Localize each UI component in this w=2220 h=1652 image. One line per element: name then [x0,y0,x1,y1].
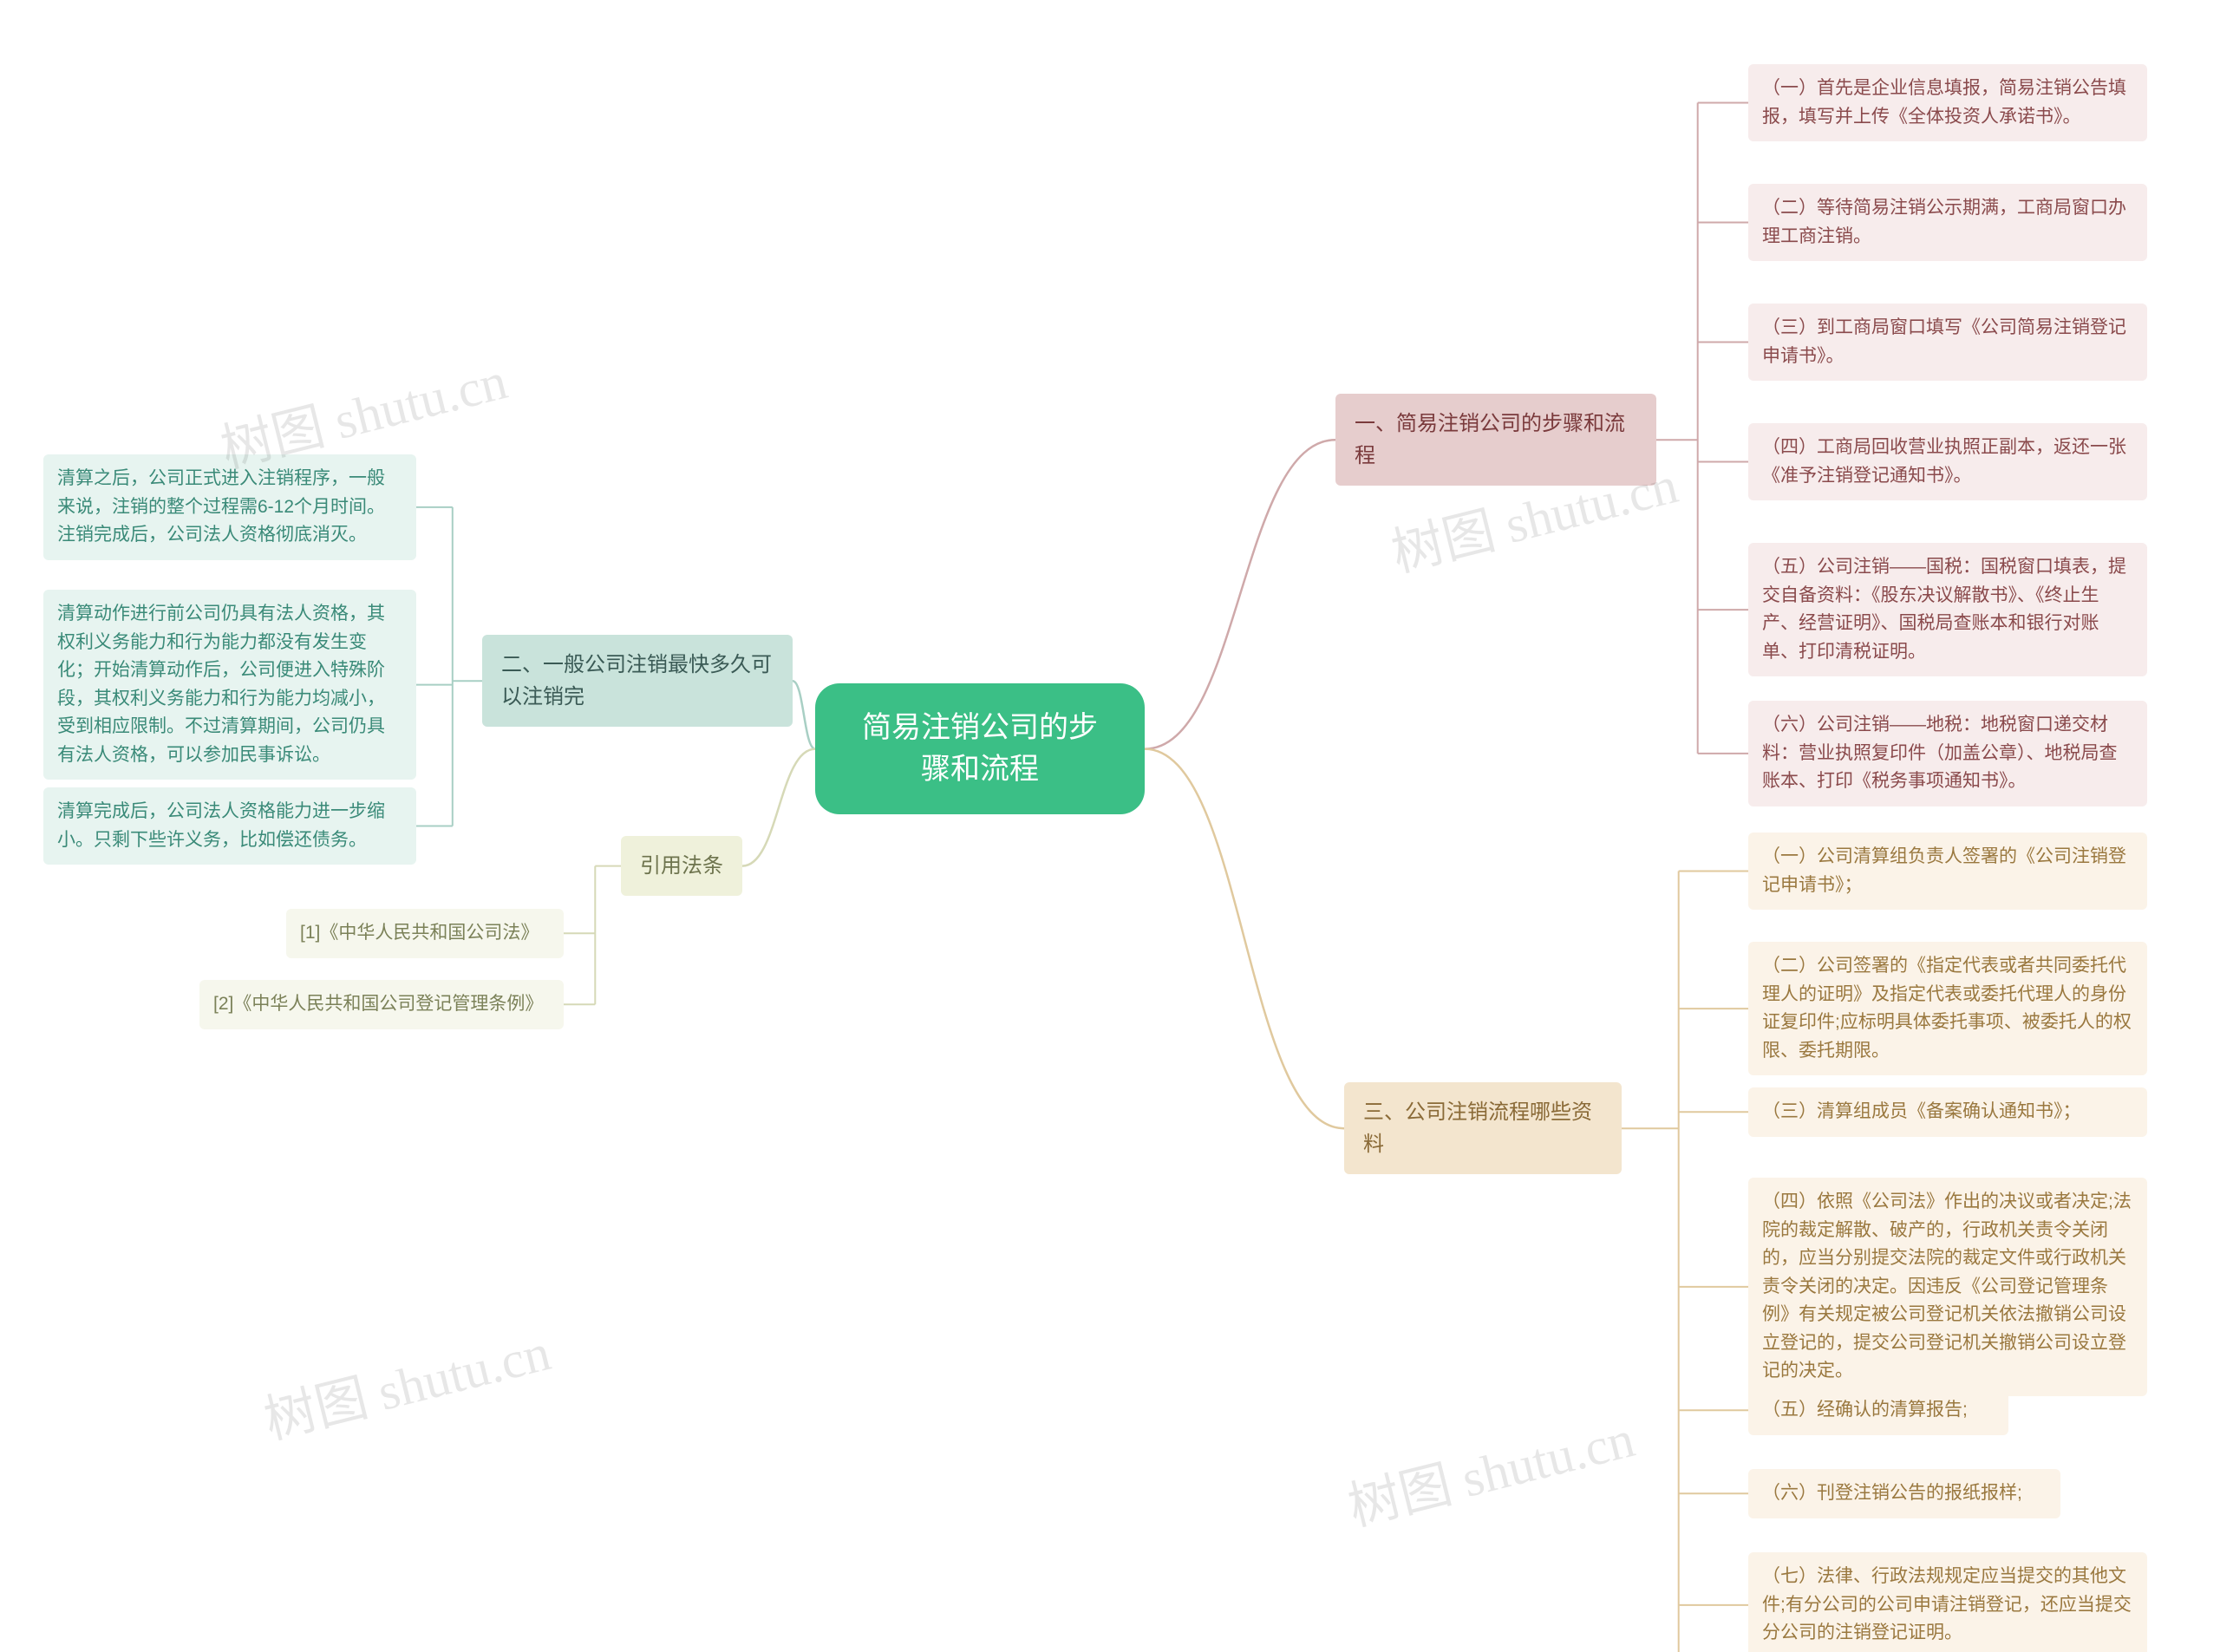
mindmap-canvas: 简易注销公司的步骤和流程 一、简易注销公司的步骤和流程 二、一般公司注销最快多久… [0,0,2220,1652]
leaf-b3-4: （五）经确认的清算报告; [1748,1386,2008,1435]
leaf-b1-0: （一）首先是企业信息填报，简易注销公告填报，填写并上传《全体投资人承诺书》。 [1748,64,2147,141]
leaf-b2-1: 清算动作进行前公司仍具有法人资格，其权利义务能力和行为能力都没有发生变化；开始清… [43,590,416,780]
branch-2: 二、一般公司注销最快多久可以注销完 [482,635,793,727]
leaf-b4-0: [1]《中华人民共和国公司法》 [286,909,564,958]
leaf-b1-1: （二）等待简易注销公示期满，工商局窗口办理工商注销。 [1748,184,2147,261]
leaf-b3-2: （三）清算组成员《备案确认通知书》； [1748,1087,2147,1137]
branch-4-label: 引用法条 [640,854,723,878]
leaf-b1-4: （五）公司注销——国税：国税窗口填表，提交自备资料：《股东决议解散书》、《终止生… [1748,543,2147,676]
leaf-b1-3: （四）工商局回收营业执照正副本，返还一张《准予注销登记通知书》。 [1748,423,2147,500]
branch-3-label: 三、公司注销流程哪些资料 [1363,1100,1592,1156]
leaf-b3-5: （六）刊登注销公告的报纸报样; [1748,1469,2060,1518]
leaf-b2-2: 清算完成后，公司法人资格能力进一步缩小。只剩下些许义务，比如偿还债务。 [43,787,416,865]
leaf-b3-3: （四）依照《公司法》作出的决议或者决定;法院的裁定解散、破产的，行政机关责令关闭… [1748,1178,2147,1396]
leaf-b1-2: （三）到工商局窗口填写《公司简易注销登记申请书》。 [1748,304,2147,381]
leaf-b3-1: （二）公司签署的《指定代表或者共同委托代理人的证明》及指定代表或委托代理人的身份… [1748,942,2147,1075]
root-label: 简易注销公司的步骤和流程 [862,711,1098,786]
watermark-2: 树图 shutu.cn [255,1310,557,1454]
watermark-3: 树图 shutu.cn [1339,1397,1641,1541]
branch-3: 三、公司注销流程哪些资料 [1344,1082,1622,1174]
leaf-b1-5: （六）公司注销——地税：地税窗口递交材料：营业执照复印件（加盖公章）、地税局查账… [1748,701,2147,806]
root-node: 简易注销公司的步骤和流程 [815,683,1145,814]
branch-2-label: 二、一般公司注销最快多久可以注销完 [501,653,772,708]
branch-1-label: 一、简易注销公司的步骤和流程 [1355,412,1625,467]
leaf-b2-0: 清算之后，公司正式进入注销程序，一般来说，注销的整个过程需6-12个月时间。注销… [43,454,416,560]
branch-4: 引用法条 [621,836,742,896]
leaf-b3-6: （七）法律、行政法规规定应当提交的其他文件;有分公司的公司申请注销登记，还应当提… [1748,1552,2147,1652]
leaf-b4-1: [2]《中华人民共和国公司登记管理条例》 [199,980,564,1029]
leaf-b3-0: （一）公司清算组负责人签署的《公司注销登记申请书》； [1748,833,2147,910]
branch-1: 一、简易注销公司的步骤和流程 [1335,394,1656,486]
